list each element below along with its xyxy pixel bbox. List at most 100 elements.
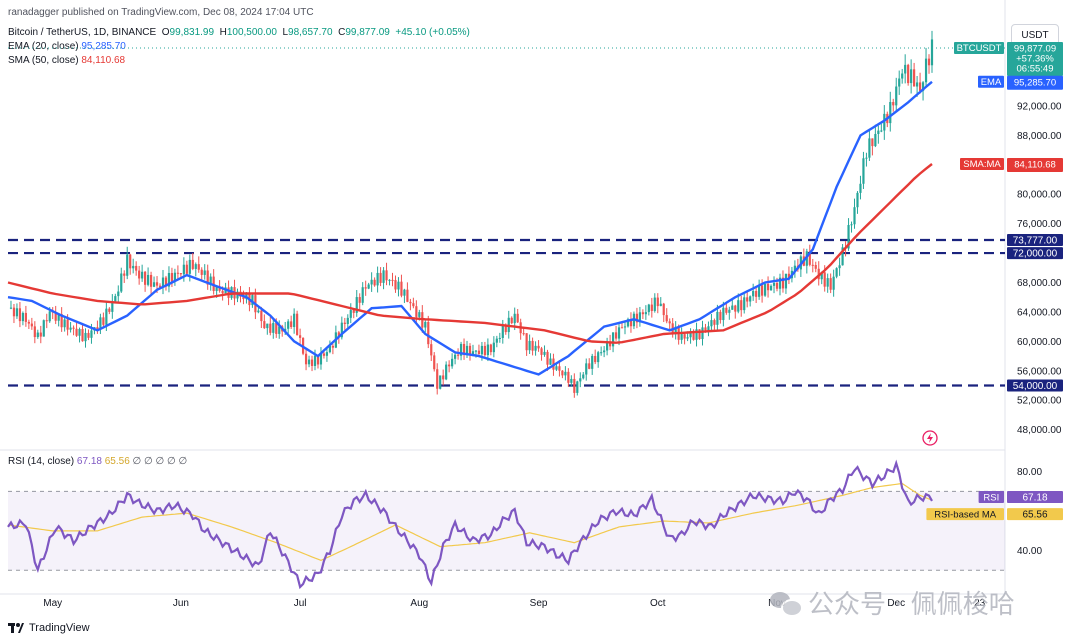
candle-body [72, 327, 75, 329]
candle-body [558, 366, 561, 371]
y-tick-label: 48,000.00 [1017, 425, 1062, 436]
candle-body [218, 286, 221, 291]
candle-body [209, 276, 212, 285]
watermark-text: 公众号 · 佩佩梭哈 [808, 590, 1015, 620]
candle-body [328, 345, 332, 353]
candle-body [695, 329, 698, 340]
candle-body [138, 270, 141, 279]
candle-body [737, 300, 740, 312]
candle-body [227, 287, 230, 298]
candle-body [397, 281, 400, 290]
candle-body [126, 254, 129, 276]
candle-body [781, 277, 785, 289]
series-name-label: SMA:MA [963, 159, 1001, 170]
candle-body [158, 285, 162, 288]
series-name-tag [978, 75, 1004, 88]
candle-body [78, 329, 81, 336]
price-tag-box [1007, 42, 1063, 77]
candle-body [537, 345, 540, 349]
candle-body [585, 363, 588, 375]
candle-body [263, 321, 266, 329]
candle-body [704, 327, 707, 331]
ohlc-high-label: H [219, 27, 227, 38]
candle-body [913, 69, 916, 87]
candle-body [90, 330, 93, 338]
candle-body [197, 264, 200, 270]
candle-body [394, 280, 397, 290]
candle-body [865, 157, 868, 159]
level-price-tag [1007, 379, 1063, 392]
candle-body [525, 333, 528, 351]
candle-body [424, 321, 427, 328]
candle-body [278, 326, 281, 334]
candle-body [293, 313, 296, 327]
x-tick-label: Oct [650, 598, 666, 609]
candle-body [915, 82, 919, 87]
candle-body [448, 364, 451, 367]
candle-body [543, 351, 546, 355]
candle-body [749, 296, 752, 302]
candle-body [823, 272, 826, 287]
ohlc-close: 99,877.09 [345, 27, 390, 38]
candle-body [600, 352, 603, 354]
candle-body [442, 375, 445, 380]
candle-body [203, 270, 206, 275]
candle-body [740, 300, 743, 311]
sma-legend-label: SMA (50, close) [8, 55, 79, 66]
candle-body [814, 265, 817, 269]
rsi-name-tag [978, 490, 1004, 503]
candle-body [135, 265, 138, 271]
candle-body [904, 64, 907, 74]
candle-body [662, 303, 665, 316]
sma-line [7, 163, 933, 344]
candle-body [731, 305, 734, 310]
rsi-legend[interactable]: RSI (14, close) 67.18 65.56 ∅ ∅ ∅ ∅ ∅ [8, 456, 187, 467]
y-tick-label: 92,000.00 [1017, 101, 1062, 112]
candle-body [340, 322, 343, 338]
rsi-extra-values: ∅ ∅ ∅ ∅ ∅ [132, 456, 188, 467]
rsi-tag-value: 65.56 [1022, 510, 1047, 521]
candle-body [27, 321, 30, 324]
candle-body [498, 337, 501, 339]
ohlc-change: +45.10 (+0.05%) [395, 27, 470, 38]
candle-body [924, 58, 928, 83]
candle-body [683, 334, 686, 339]
series-name-label: BTCUSDT [957, 43, 1002, 54]
symbol-name[interactable]: Bitcoin / TetherUS, 1D, BINANCE [8, 27, 157, 38]
ema-legend[interactable]: EMA (20, close) 95,285.70 [8, 41, 126, 52]
candle-body [895, 86, 898, 106]
candle-body [316, 355, 320, 365]
tradingview-footer[interactable]: TradingView [8, 622, 90, 634]
candle-body [84, 332, 87, 342]
candle-body [120, 273, 123, 292]
candle-body [719, 311, 722, 321]
candle-body [257, 310, 260, 313]
rsi-legend-value: 67.18 [76, 456, 102, 467]
candle-body [272, 323, 275, 333]
candle-body [465, 345, 469, 355]
rsi-band-fill [8, 491, 1005, 571]
candle-body [242, 296, 245, 300]
candle-body [400, 281, 403, 296]
ema-legend-label: EMA (20, close) [8, 41, 79, 52]
watermark: 公众号 · 佩佩梭哈 [770, 584, 1015, 621]
candle-body [698, 329, 701, 340]
candle-body [18, 308, 22, 322]
candle-body [260, 310, 263, 322]
symbol-legend: Bitcoin / TetherUS, 1D, BINANCE O99,831.… [8, 27, 470, 38]
candle-body [594, 355, 597, 363]
candle-body [358, 297, 361, 303]
candle-body [144, 271, 147, 285]
sma-legend[interactable]: SMA (50, close) 84,110.68 [8, 55, 125, 66]
rsi-name-tag [926, 508, 1004, 521]
candle-body [462, 343, 466, 355]
candle-body [531, 340, 534, 351]
candle-body [692, 332, 695, 340]
candle-body [853, 207, 856, 225]
candle-body [656, 297, 659, 307]
candle-body [597, 352, 600, 363]
candle-body [149, 274, 153, 287]
candle-body [862, 158, 865, 184]
candle-body [322, 353, 326, 356]
